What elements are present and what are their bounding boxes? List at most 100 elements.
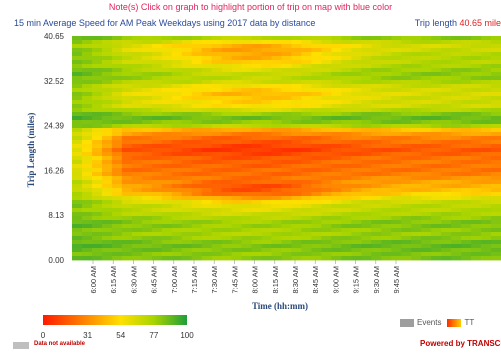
heatmap-cell[interactable] [271,160,282,165]
heatmap-cell[interactable] [101,52,113,57]
heatmap-cell[interactable] [141,204,153,209]
heatmap-cell[interactable] [241,56,252,61]
heatmap-cell[interactable] [401,152,412,157]
heatmap-cell[interactable] [291,232,302,237]
heatmap-cell[interactable] [401,104,412,109]
heatmap-cell[interactable] [491,56,501,61]
heatmap-cell[interactable] [301,120,312,125]
heatmap-cell[interactable] [321,228,332,233]
heatmap-cell[interactable] [441,40,452,45]
heatmap-cell[interactable] [171,136,183,141]
heatmap-cell[interactable] [441,132,452,137]
heatmap-cell[interactable] [81,96,93,101]
heatmap-cell[interactable] [131,52,143,57]
heatmap-cell[interactable] [441,192,452,197]
heatmap-cell[interactable] [121,56,133,61]
heatmap-cell[interactable] [391,132,402,137]
heatmap-cell[interactable] [191,184,203,189]
heatmap-cell[interactable] [371,100,382,105]
heatmap-cell[interactable] [231,192,243,197]
heatmap-cell[interactable] [391,224,402,229]
heatmap-cell[interactable] [481,244,492,249]
heatmap-cell[interactable] [291,120,302,125]
heatmap-cell[interactable] [91,180,103,185]
heatmap-cell[interactable] [341,40,352,45]
heatmap-cell[interactable] [241,84,252,89]
heatmap-cell[interactable] [321,60,332,65]
heatmap-cell[interactable] [161,248,173,253]
heatmap-cell[interactable] [441,196,452,201]
heatmap-cell[interactable] [401,200,412,205]
heatmap-cell[interactable] [401,212,412,217]
heatmap-cell[interactable] [351,48,362,53]
heatmap-cell[interactable] [291,104,302,109]
heatmap-cell[interactable] [331,36,342,41]
heatmap-cell[interactable] [151,120,163,125]
heatmap-cell[interactable] [221,156,233,161]
heatmap-cell[interactable] [391,236,402,241]
heatmap-cell[interactable] [441,188,452,193]
heatmap-cell[interactable] [331,40,342,45]
heatmap-cell[interactable] [291,92,302,97]
heatmap-cell[interactable] [211,184,223,189]
heatmap-cell[interactable] [72,52,83,57]
heatmap-cell[interactable] [111,196,123,201]
heatmap-cell[interactable] [431,240,442,245]
heatmap-cell[interactable] [181,208,193,213]
heatmap-cell[interactable] [201,68,213,73]
heatmap-cell[interactable] [121,220,133,225]
heatmap-cell[interactable] [441,216,452,221]
heatmap-cell[interactable] [181,140,193,145]
heatmap-cell[interactable] [271,36,282,41]
heatmap-cell[interactable] [121,208,133,213]
heatmap-cell[interactable] [481,196,492,201]
heatmap-cell[interactable] [301,108,312,113]
heatmap-cell[interactable] [181,84,193,89]
heatmap-cell[interactable] [81,252,93,257]
heatmap-cell[interactable] [81,128,93,133]
heatmap-cell[interactable] [251,156,262,161]
heatmap-cell[interactable] [321,48,332,53]
heatmap-cell[interactable] [72,92,83,97]
heatmap-cell[interactable] [311,84,322,89]
heatmap-cell[interactable] [331,152,342,157]
heatmap-cell[interactable] [72,200,83,205]
heatmap-cell[interactable] [72,228,83,233]
heatmap-cell[interactable] [371,40,382,45]
heatmap-cell[interactable] [421,40,432,45]
heatmap-cell[interactable] [331,48,342,53]
heatmap-cell[interactable] [281,216,292,221]
heatmap-cell[interactable] [271,256,282,261]
heatmap-cell[interactable] [411,144,422,149]
heatmap-cell[interactable] [351,252,362,257]
heatmap-cell[interactable] [111,152,123,157]
heatmap-cell[interactable] [451,48,462,53]
heatmap-cell[interactable] [141,156,153,161]
heatmap-cell[interactable] [331,176,342,181]
heatmap-cell[interactable] [251,220,262,225]
heatmap-cell[interactable] [131,68,143,73]
heatmap-cell[interactable] [281,76,292,81]
heatmap-cell[interactable] [311,136,322,141]
heatmap-cell[interactable] [421,84,432,89]
heatmap-cell[interactable] [231,204,243,209]
heatmap-cell[interactable] [341,164,352,169]
heatmap-cell[interactable] [441,44,452,49]
heatmap-cell[interactable] [111,44,123,49]
heatmap-cell[interactable] [151,228,163,233]
heatmap-cell[interactable] [151,40,163,45]
heatmap-cell[interactable] [331,104,342,109]
heatmap-cell[interactable] [141,64,153,69]
heatmap-cell[interactable] [151,216,163,221]
heatmap-cell[interactable] [431,104,442,109]
heatmap-cell[interactable] [341,60,352,65]
heatmap-cell[interactable] [391,100,402,105]
heatmap-cell[interactable] [121,228,133,233]
heatmap-cell[interactable] [261,84,272,89]
heatmap-cell[interactable] [431,120,442,125]
heatmap-cell[interactable] [481,88,492,93]
heatmap-cell[interactable] [421,112,432,117]
heatmap-cell[interactable] [321,208,332,213]
heatmap-cell[interactable] [241,100,252,105]
heatmap-cell[interactable] [261,168,272,173]
